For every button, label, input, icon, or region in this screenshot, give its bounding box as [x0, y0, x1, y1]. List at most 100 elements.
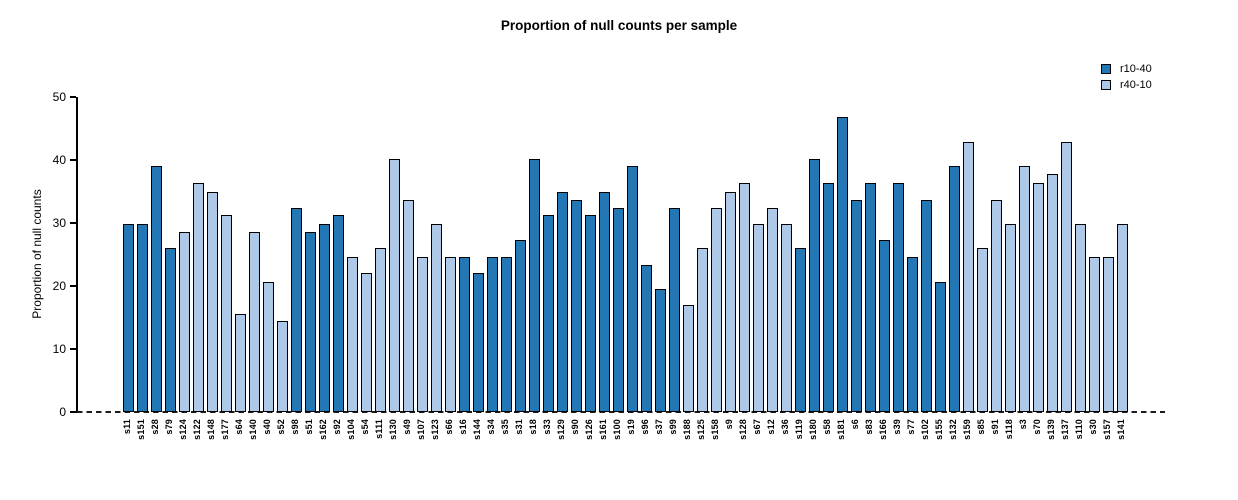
bar: [976, 248, 988, 412]
x-axis-label: s67: [752, 419, 762, 435]
x-axis-label: s12: [766, 419, 776, 435]
x-axis-label: s166: [878, 419, 888, 440]
bar: [304, 231, 316, 412]
x-axis-label: s85: [976, 419, 986, 435]
bar: [150, 166, 162, 412]
bar: [346, 257, 358, 412]
bar: [332, 215, 344, 412]
y-tick-label: 20: [52, 279, 66, 293]
x-axis-label: s49: [402, 419, 412, 435]
x-axis-label: s64: [234, 419, 244, 435]
legend-swatch-icon: [1101, 80, 1111, 90]
x-axis-label: s9: [724, 419, 734, 430]
x-axis-label: s159: [962, 419, 972, 440]
legend: r10-40 r40-10: [1101, 61, 1152, 93]
zero-baseline-dashed: [77, 411, 1165, 413]
x-axis-label: s40: [262, 419, 272, 435]
bar: [836, 117, 848, 412]
x-axis-label: s28: [150, 419, 160, 435]
x-axis-label: s161: [598, 419, 608, 440]
x-axis-label: s30: [1088, 419, 1098, 435]
x-axis-label: s123: [430, 419, 440, 440]
bar: [724, 191, 736, 412]
bar: [458, 257, 470, 412]
bar: [514, 240, 526, 412]
bar: [892, 182, 904, 412]
bar: [1018, 166, 1030, 412]
bar: [794, 248, 806, 412]
bar: [1046, 174, 1058, 412]
bar: [808, 158, 820, 412]
bar: [668, 207, 680, 412]
y-tick: [70, 411, 76, 413]
bar: [416, 257, 428, 412]
bar: [682, 304, 694, 412]
bar: [122, 224, 134, 412]
x-axis-label: s130: [388, 419, 398, 440]
x-axis-label: s35: [500, 419, 510, 435]
bar: [752, 224, 764, 412]
x-axis-label: s6: [850, 419, 860, 430]
legend-label: r40-10: [1120, 78, 1152, 91]
bar: [542, 215, 554, 412]
bar: [206, 191, 218, 412]
x-axis-label: s132: [948, 419, 958, 440]
bar: [1116, 224, 1128, 412]
x-axis-label: s141: [1116, 419, 1126, 440]
x-axis-label: s91: [990, 419, 1000, 435]
x-axis-label: s119: [794, 419, 804, 440]
bar: [164, 248, 176, 412]
x-axis-label: s124: [178, 419, 188, 440]
y-tick: [70, 159, 76, 161]
bar: [640, 264, 652, 412]
bar: [528, 158, 540, 412]
x-axis-label: s36: [780, 419, 790, 435]
bar: [388, 158, 400, 412]
bar: [962, 142, 974, 412]
x-axis-label: s104: [346, 419, 356, 440]
bar: [234, 313, 246, 412]
bar: [878, 240, 890, 412]
x-axis-label: s137: [1060, 419, 1070, 440]
x-axis-label: s139: [1046, 419, 1056, 440]
x-axis-label: s177: [220, 419, 230, 440]
x-axis-label: s98: [290, 419, 300, 435]
bar: [500, 257, 512, 412]
x-axis-label: s31: [514, 419, 524, 435]
y-tick-label: 50: [52, 90, 66, 104]
x-axis-label: s162: [318, 419, 328, 440]
x-axis-label: s3: [1018, 419, 1028, 430]
x-axis-label: s107: [416, 419, 426, 440]
x-axis-label: s188: [682, 419, 692, 440]
x-axis-label: s52: [276, 419, 286, 435]
bar: [1032, 182, 1044, 412]
x-axis-label: s79: [164, 419, 174, 435]
x-axis-label: s77: [906, 419, 916, 435]
bar: [766, 207, 778, 412]
bar: [318, 224, 330, 412]
x-axis-label: s100: [612, 419, 622, 440]
bar: [1088, 257, 1100, 412]
y-tick-label: 40: [52, 153, 66, 167]
x-axis-label: s148: [206, 419, 216, 440]
x-axis-label: s110: [1074, 419, 1084, 440]
bar: [1102, 257, 1114, 412]
bar: [612, 207, 624, 412]
bar: [472, 273, 484, 412]
y-tick: [70, 96, 76, 98]
y-tick: [70, 285, 76, 287]
bar: [598, 191, 610, 412]
x-axis-label: s51: [304, 419, 314, 435]
y-tick: [70, 222, 76, 224]
legend-item: r40-10: [1101, 77, 1152, 93]
bar: [178, 231, 190, 412]
x-axis-label: s96: [640, 419, 650, 435]
legend-item: r10-40: [1101, 61, 1152, 77]
bar: [360, 273, 372, 412]
bar: [570, 199, 582, 412]
x-axis-label: s70: [1032, 419, 1042, 435]
bar: [444, 257, 456, 412]
x-axis-label: s180: [808, 419, 818, 440]
x-axis-label: s111: [374, 419, 384, 439]
